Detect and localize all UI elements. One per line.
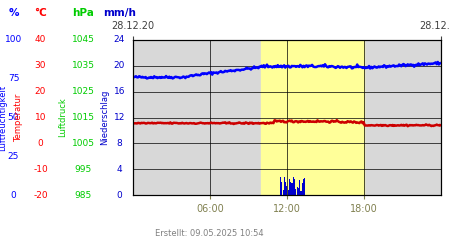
Text: 100: 100 <box>5 36 22 44</box>
Bar <box>290 182 291 195</box>
Text: 1035: 1035 <box>72 61 95 70</box>
Bar <box>285 182 286 195</box>
Text: 12: 12 <box>113 113 125 122</box>
Text: Erstellt: 09.05.2025 10:54: Erstellt: 09.05.2025 10:54 <box>155 228 264 237</box>
Text: 16: 16 <box>113 87 125 96</box>
Bar <box>298 188 299 195</box>
Text: Temperatur: Temperatur <box>14 93 23 142</box>
Text: Niederschlag: Niederschlag <box>100 90 109 145</box>
Text: 0: 0 <box>11 190 16 200</box>
Text: -10: -10 <box>33 165 48 174</box>
Text: 4: 4 <box>117 165 122 174</box>
Text: 8: 8 <box>117 139 122 148</box>
Text: 20: 20 <box>113 61 125 70</box>
Text: 50: 50 <box>8 113 19 122</box>
Bar <box>302 182 303 195</box>
Text: 985: 985 <box>75 190 92 200</box>
Bar <box>293 177 294 195</box>
Bar <box>283 190 284 195</box>
Bar <box>284 176 285 195</box>
Text: 1025: 1025 <box>72 87 94 96</box>
Text: 1005: 1005 <box>72 139 95 148</box>
Text: 995: 995 <box>75 165 92 174</box>
Bar <box>286 186 288 195</box>
Text: 25: 25 <box>8 152 19 161</box>
Text: -20: -20 <box>33 190 48 200</box>
Bar <box>280 177 281 195</box>
Text: 20: 20 <box>35 87 46 96</box>
Bar <box>281 182 282 195</box>
Text: °C: °C <box>34 8 47 18</box>
Text: 75: 75 <box>8 74 19 83</box>
Text: 10: 10 <box>35 113 46 122</box>
Bar <box>289 179 290 195</box>
Bar <box>294 179 295 195</box>
Text: Luftdruck: Luftdruck <box>58 98 68 138</box>
Text: mm/h: mm/h <box>103 8 136 18</box>
Text: 1045: 1045 <box>72 36 94 44</box>
Text: hPa: hPa <box>72 8 94 18</box>
Bar <box>261 40 364 195</box>
Bar <box>295 189 297 195</box>
Text: Luftfeuchtigkeit: Luftfeuchtigkeit <box>0 84 7 150</box>
Bar <box>299 180 300 195</box>
Text: %: % <box>8 8 19 18</box>
Text: 24: 24 <box>113 36 125 44</box>
Text: 1015: 1015 <box>72 113 95 122</box>
Bar <box>301 191 302 195</box>
Text: 0: 0 <box>117 190 122 200</box>
Bar <box>303 180 304 195</box>
Text: 0: 0 <box>38 139 43 148</box>
Bar <box>304 178 306 195</box>
Text: 30: 30 <box>35 61 46 70</box>
Text: 40: 40 <box>35 36 46 44</box>
